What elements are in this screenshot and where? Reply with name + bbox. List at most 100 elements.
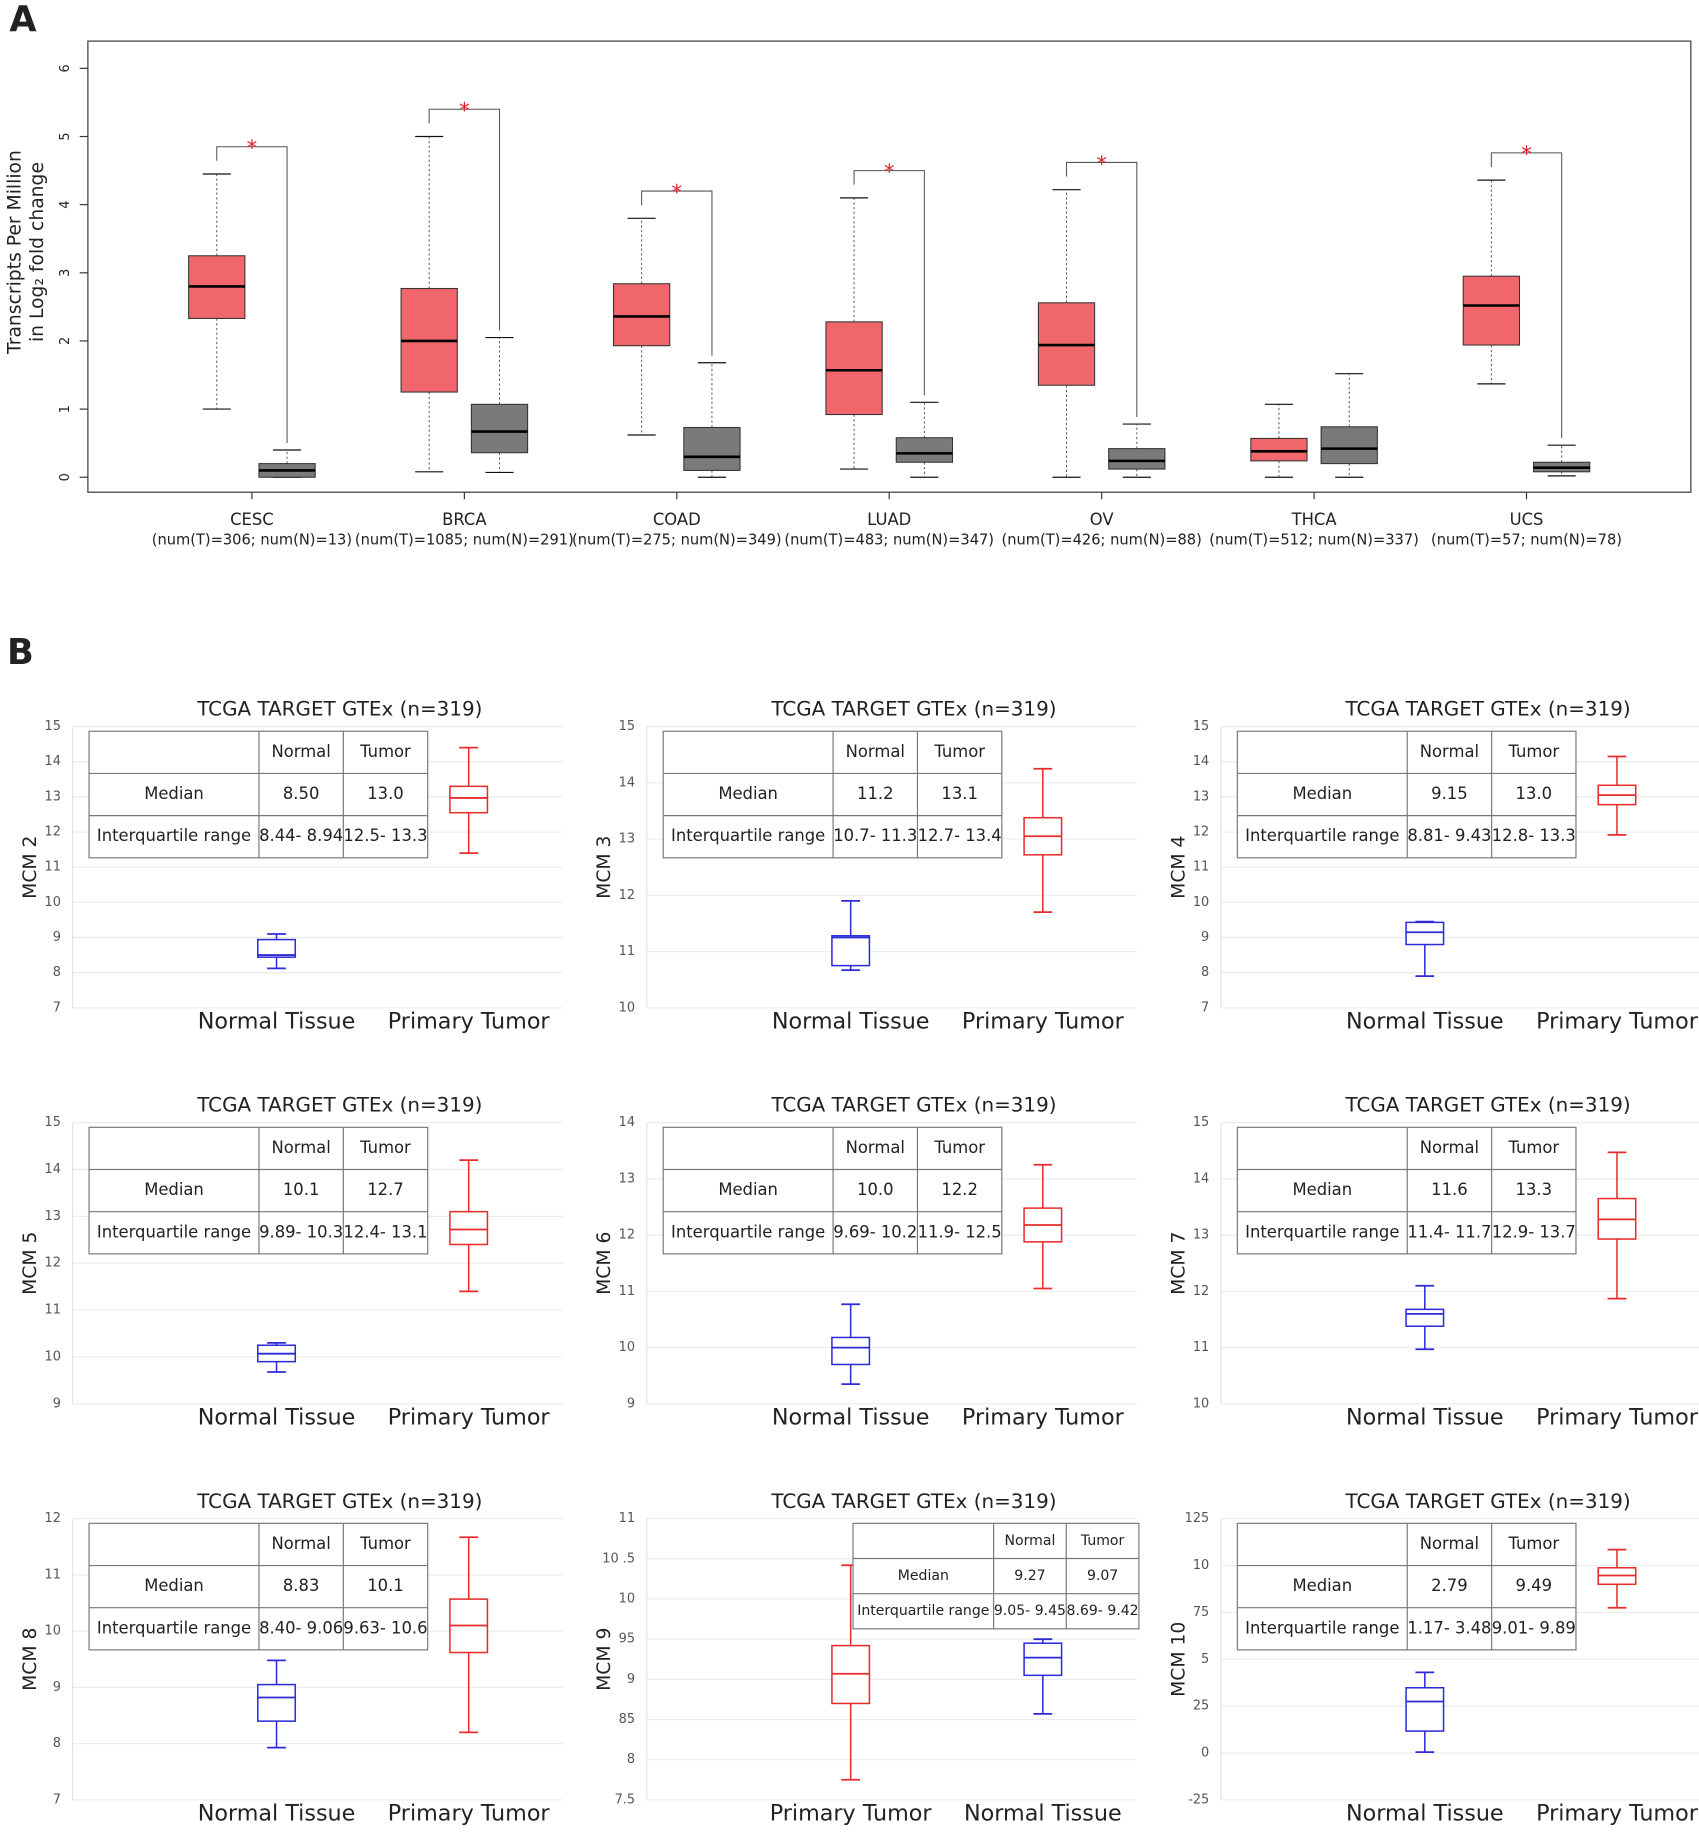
x-tick-label: Normal Tissue [1346,1008,1504,1034]
table-header: Normal [271,1534,330,1553]
table-cell: 12.8- 13.3 [1492,826,1576,845]
box [1250,437,1308,462]
y-axis-label: Transcripts Per Million [5,150,26,355]
y-tick-label: 10 [1193,1558,1209,1573]
y-tick-label: 8 [53,1736,61,1751]
y-tick-label: 10 .5 [602,1551,635,1566]
table-cell: 12.7 [367,1180,404,1199]
panel-label: B [7,632,34,673]
y-axis-label: MCM 3 [594,836,615,899]
y-tick-label: 9 [627,1396,635,1411]
box [449,1210,489,1246]
table-cell: 13.0 [1516,784,1553,803]
table-row-label: Median [144,1576,204,1595]
y-axis-label: MCM 10 [1168,1622,1189,1697]
table-cell: 9.07 [1087,1568,1118,1584]
y-tick-label: 9 [53,1396,61,1411]
y-tick-label: 3 [58,269,73,277]
y-tick-label: 14 [1193,754,1209,769]
y-tick-label: 8 [1201,965,1209,980]
y-tick-label: 7.5 [615,1792,635,1807]
table-cell: 11.9- 12.5 [918,1222,1002,1241]
y-tick-label: 15 [1193,719,1209,734]
box [1462,275,1521,346]
box [1320,426,1378,465]
chart-title: TCGA TARGET GTEx (n=319) [196,1094,482,1117]
chart-title: TCGA TARGET GTEx (n=319) [770,698,1056,721]
table-row-label: Median [1292,1576,1352,1595]
y-tick-label: 14 [1193,1171,1209,1186]
x-tick-label: UCS [1510,510,1544,529]
table-header: Normal [1420,742,1479,761]
x-tick-label: OV [1090,510,1115,529]
box [449,785,489,814]
table-cell: 12.4- 13.1 [343,1222,427,1241]
chart-title: TCGA TARGET GTEx (n=319) [196,698,482,721]
x-tick-label: Normal Tissue [964,1800,1122,1826]
x-tick-sublabel: (num(T)=1085; num(N)=291) [355,531,574,548]
table-cell: 12.7- 13.4 [918,826,1002,845]
box [895,437,954,463]
y-tick-label: 0 [1201,1746,1209,1761]
y-axis-label: MCM 5 [20,1232,41,1295]
y-axis-label: MCM 9 [594,1628,615,1691]
x-tick-sublabel: (num(T)=483; num(N)=347) [784,531,994,548]
y-tick-label: 12 [45,1511,61,1526]
table-cell: 8.69- 9.42 [1067,1603,1139,1619]
y-tick-label: 11 [1193,1340,1209,1355]
chart-title: TCGA TARGET GTEx (n=319) [1344,1490,1630,1513]
table-header: Tumor [1507,1534,1559,1553]
y-axis-label: MCM 8 [20,1628,41,1691]
table-cell: 11.4- 11.7 [1407,1222,1491,1241]
y-tick-label: 10 [45,1349,61,1364]
y-tick-label: 13 [1193,1228,1209,1243]
x-tick-label: Primary Tumor [388,1008,551,1034]
table-row-label: Median [898,1568,949,1584]
x-tick-label: Normal Tissue [1346,1800,1504,1826]
x-tick-sublabel: (num(T)=57; num(N)=78) [1431,531,1622,548]
y-tick-label: 125 [1185,1511,1210,1526]
table-row-label: Interquartile range [97,1618,251,1637]
table-row-label: Interquartile range [1245,1222,1399,1241]
y-tick-label: 11 [619,1284,635,1299]
table-cell: 13.3 [1516,1180,1553,1199]
significance-bracket [216,146,288,443]
y-tick-label: 10 [1193,895,1209,910]
table-header: Tumor [933,1138,985,1157]
significance-bracket [428,108,501,331]
y-tick-label: 10 [619,1340,635,1355]
table-cell: 9.63- 10.6 [343,1618,427,1637]
box [1023,1642,1063,1677]
box [470,403,529,454]
y-axis-label: MCM 2 [20,836,41,899]
chart-title: TCGA TARGET GTEx (n=319) [196,1490,482,1513]
y-axis-label: MCM 6 [594,1232,615,1295]
table-cell: 9.01- 9.89 [1492,1618,1576,1637]
table-cell: 13.0 [367,784,404,803]
y-tick-label: 7 [53,1000,61,1015]
y-tick-label: 14 [619,1115,635,1130]
table-row-label: Median [1292,784,1352,803]
significance-marker: * [1096,151,1107,176]
x-tick-sublabel: (num(T)=275; num(N)=349) [572,531,782,548]
box [1405,1308,1445,1327]
box [831,935,871,967]
y-tick-label: 10 [1193,1396,1209,1411]
x-tick-sublabel: (num(T)=512; num(N)=337) [1209,531,1419,548]
y-tick-label: 8 [53,965,61,980]
table-row-label: Interquartile range [97,1222,251,1241]
significance-bracket [641,190,713,356]
x-tick-label: Normal Tissue [772,1404,930,1430]
x-tick-label: Primary Tumor [388,1404,551,1430]
significance-marker: * [459,98,470,123]
x-tick-label: LUAD [867,510,911,529]
table-header: Tumor [1507,1138,1559,1157]
table-cell: 10.1 [367,1576,404,1595]
table-header: Normal [1420,1138,1479,1157]
significance-marker: * [672,179,683,204]
y-tick-label: 10 [45,1624,61,1639]
y-tick-label: 95 [619,1632,635,1647]
y-tick-label: 11 [45,1567,61,1582]
y-tick-label: 13 [619,1171,635,1186]
table-cell: 2.79 [1431,1576,1468,1595]
